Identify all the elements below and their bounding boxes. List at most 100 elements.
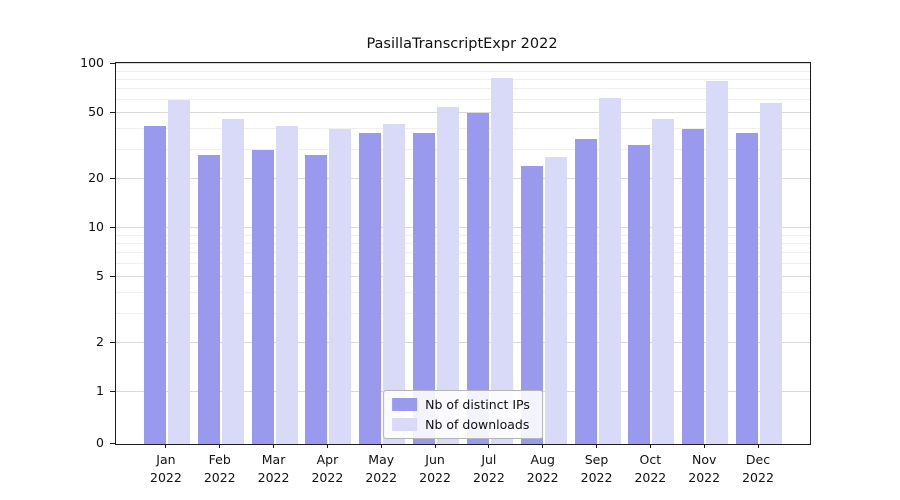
gridline-minor (116, 128, 810, 130)
x-tick-text: Oct 2022 (634, 452, 667, 485)
x-tick-label: Aug 2022 (516, 444, 570, 486)
bar-nb-of-distinct-ips-dec-2022 (736, 132, 759, 444)
x-tick-mark (273, 444, 275, 448)
bar-group-apr-2022 (301, 63, 355, 444)
bars (140, 63, 786, 444)
x-tick-label: Jan 2022 (139, 444, 193, 486)
bar-nb-of-downloads-jan-2022 (167, 100, 190, 444)
bar-group-dec-2022 (732, 63, 786, 444)
y-tick-label: 10 (88, 219, 104, 234)
bar-nb-of-distinct-ips-nov-2022 (682, 129, 705, 444)
legend-item-distinct-ips: Nb of distinct IPs (392, 397, 530, 412)
y-tick-mark (110, 341, 115, 343)
gridline-minor (116, 312, 810, 314)
gridline-minor (116, 148, 810, 150)
x-tick-text: Aug 2022 (526, 452, 559, 485)
bar-group-jan-2022 (140, 63, 194, 444)
x-tick-label: Nov 2022 (677, 444, 731, 486)
bar-nb-of-downloads-jul-2022 (490, 78, 513, 444)
bar-nb-of-downloads-dec-2022 (760, 102, 783, 444)
gridline-minor (116, 70, 810, 72)
x-tick-text: Nov 2022 (688, 452, 721, 485)
bar-group-may-2022 (355, 63, 409, 444)
gridline-minor (116, 78, 810, 80)
x-tick-text: May 2022 (365, 452, 398, 485)
y-tick-mark (110, 63, 115, 64)
bar-nb-of-downloads-sep-2022 (598, 98, 621, 444)
bar-nb-of-downloads-aug-2022 (544, 157, 567, 444)
gridline-minor (116, 88, 810, 90)
bar-group-jun-2022 (409, 63, 463, 444)
bar-group-aug-2022 (517, 63, 571, 444)
x-tick-mark (326, 444, 328, 448)
bar-nb-of-downloads-apr-2022 (329, 129, 352, 444)
x-tick-label: Jun 2022 (408, 444, 462, 486)
bar-group-mar-2022 (248, 63, 302, 444)
y-tick-mark (110, 276, 115, 278)
y-tick-label: 0 (96, 435, 104, 450)
x-tick-label: Sep 2022 (570, 444, 624, 486)
bar-nb-of-downloads-mar-2022 (275, 125, 298, 444)
bar-nb-of-distinct-ips-aug-2022 (520, 165, 543, 444)
y-axis-labels: 0 1 2 5 10 20 50 100 (0, 56, 104, 450)
legend-item-downloads: Nb of downloads (392, 417, 530, 432)
x-tick-mark (434, 444, 436, 448)
x-tick-mark (219, 444, 221, 448)
bar-nb-of-distinct-ips-may-2022 (359, 132, 382, 444)
gridline-minor (116, 234, 810, 236)
gridline-major (116, 227, 810, 228)
x-tick-mark (542, 444, 544, 448)
legend-swatch-downloads (392, 418, 418, 431)
bar-nb-of-downloads-jun-2022 (437, 106, 460, 444)
y-tick-label: 5 (96, 268, 104, 284)
x-tick-mark (380, 444, 382, 448)
x-tick-label: Jul 2022 (462, 444, 516, 486)
x-tick-text: Jun 2022 (419, 452, 451, 485)
x-tick-text: Sep 2022 (580, 452, 613, 485)
x-tick-mark (165, 444, 167, 448)
gridline-major (116, 341, 810, 343)
gridline-major (116, 177, 810, 179)
y-tick-mark (110, 112, 115, 114)
y-axis-ticks (110, 62, 115, 445)
x-tick-mark (757, 444, 759, 448)
gridline-minor (116, 292, 810, 294)
x-tick-text: Jul 2022 (472, 452, 505, 485)
y-tick-mark (110, 391, 115, 392)
x-tick-label: Mar 2022 (247, 444, 301, 486)
y-tick-label: 1 (96, 383, 104, 398)
gridline-major (116, 63, 810, 64)
legend-swatch-distinct-ips (392, 398, 418, 411)
x-axis-labels: Jan 2022 Feb 2022 Mar 2022 Apr 2022 May 2022… (139, 444, 785, 486)
legend-label-downloads: Nb of downloads (425, 417, 530, 432)
bar-group-oct-2022 (624, 63, 678, 444)
x-tick-mark (488, 444, 490, 448)
bar-nb-of-downloads-feb-2022 (221, 119, 244, 444)
gridline-minor (116, 252, 810, 254)
x-tick-label: Feb 2022 (193, 444, 247, 486)
x-tick-label: May 2022 (354, 444, 408, 486)
bar-nb-of-downloads-oct-2022 (652, 119, 675, 444)
bar-nb-of-distinct-ips-feb-2022 (197, 154, 220, 444)
x-tick-text: Jan 2022 (150, 452, 182, 485)
x-tick-label: Dec 2022 (731, 444, 785, 486)
gridline-minor (116, 242, 810, 244)
bar-group-sep-2022 (571, 63, 625, 444)
bar-group-jul-2022 (463, 63, 517, 444)
x-tick-label: Oct 2022 (623, 444, 677, 486)
bar-nb-of-distinct-ips-jul-2022 (466, 113, 489, 444)
x-tick-text: Apr 2022 (311, 452, 344, 485)
bar-nb-of-distinct-ips-sep-2022 (574, 138, 597, 444)
bar-nb-of-distinct-ips-jan-2022 (143, 125, 166, 444)
y-tick-mark (110, 443, 115, 444)
y-tick-label: 2 (96, 333, 104, 349)
gridline-minor (116, 263, 810, 265)
chart-title: PasillaTranscriptExpr 2022 (366, 36, 558, 52)
x-tick-mark (649, 444, 651, 448)
y-tick-label: 100 (80, 55, 104, 70)
bar-nb-of-distinct-ips-apr-2022 (305, 154, 328, 444)
bar-nb-of-downloads-may-2022 (383, 124, 406, 444)
y-tick-mark (110, 227, 115, 228)
gridline-minor (116, 99, 810, 101)
